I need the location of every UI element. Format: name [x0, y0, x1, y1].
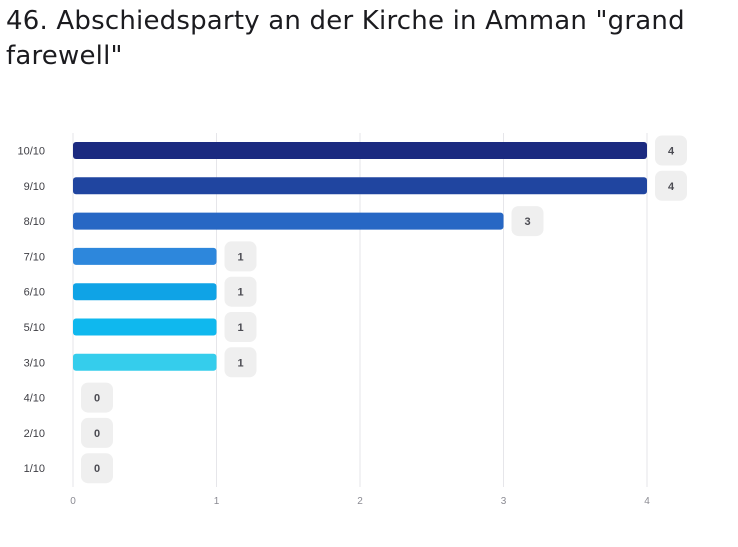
- value-badge: [511, 206, 544, 237]
- bars: [73, 142, 647, 371]
- bar: [73, 318, 217, 336]
- category-label: 7/10: [24, 251, 45, 263]
- value-label: 1: [237, 322, 243, 334]
- x-tick-label: 4: [644, 496, 650, 507]
- value-badge: [224, 241, 257, 272]
- bar: [73, 247, 217, 265]
- x-tick-label: 2: [357, 496, 363, 507]
- bar: [73, 177, 647, 195]
- value-label: 4: [668, 146, 675, 158]
- x-axis-ticks: 0 1 2 3 4: [70, 496, 650, 507]
- chart-title: 46. Abschiedsparty an der Kirche in Amma…: [6, 6, 685, 71]
- bar: [73, 353, 217, 371]
- value-badge: [81, 417, 113, 448]
- x-tick-label: 1: [214, 496, 220, 507]
- category-label: 5/10: [24, 322, 45, 334]
- category-labels: 10/10 9/10 8/10 7/10 6/10 5/10 3/10 4/10 2/10 1/1…: [17, 146, 45, 476]
- value-labels: 4 4 3 1 1 1 1 0 0 0: [81, 135, 687, 484]
- category-label: 2/10: [24, 428, 45, 440]
- value-label: 1: [237, 287, 243, 299]
- value-label: 3: [524, 216, 530, 228]
- value-label: 1: [237, 357, 243, 369]
- category-label: 6/10: [24, 287, 45, 299]
- value-label: 4: [668, 181, 675, 193]
- x-tick-label: 0: [70, 496, 76, 507]
- category-label: 4/10: [24, 393, 45, 405]
- category-label: 8/10: [24, 216, 45, 228]
- value-badge: [81, 453, 113, 484]
- value-badge: [224, 347, 257, 378]
- value-badge: [81, 382, 113, 413]
- value-badge: [224, 312, 257, 342]
- value-label: 0: [94, 463, 100, 475]
- bar: [73, 283, 217, 301]
- category-label: 3/10: [24, 357, 45, 369]
- bar: [73, 142, 647, 159]
- x-tick-label: 3: [501, 496, 507, 507]
- category-label: 10/10: [17, 146, 45, 158]
- value-label: 0: [94, 428, 100, 440]
- category-label: 1/10: [24, 463, 45, 475]
- bar: [73, 212, 504, 230]
- value-badge: [655, 135, 687, 166]
- category-label: 9/10: [24, 181, 45, 193]
- value-label: 1: [237, 251, 243, 263]
- value-label: 0: [94, 393, 100, 405]
- value-badge: [224, 276, 257, 307]
- value-badge: [655, 170, 687, 201]
